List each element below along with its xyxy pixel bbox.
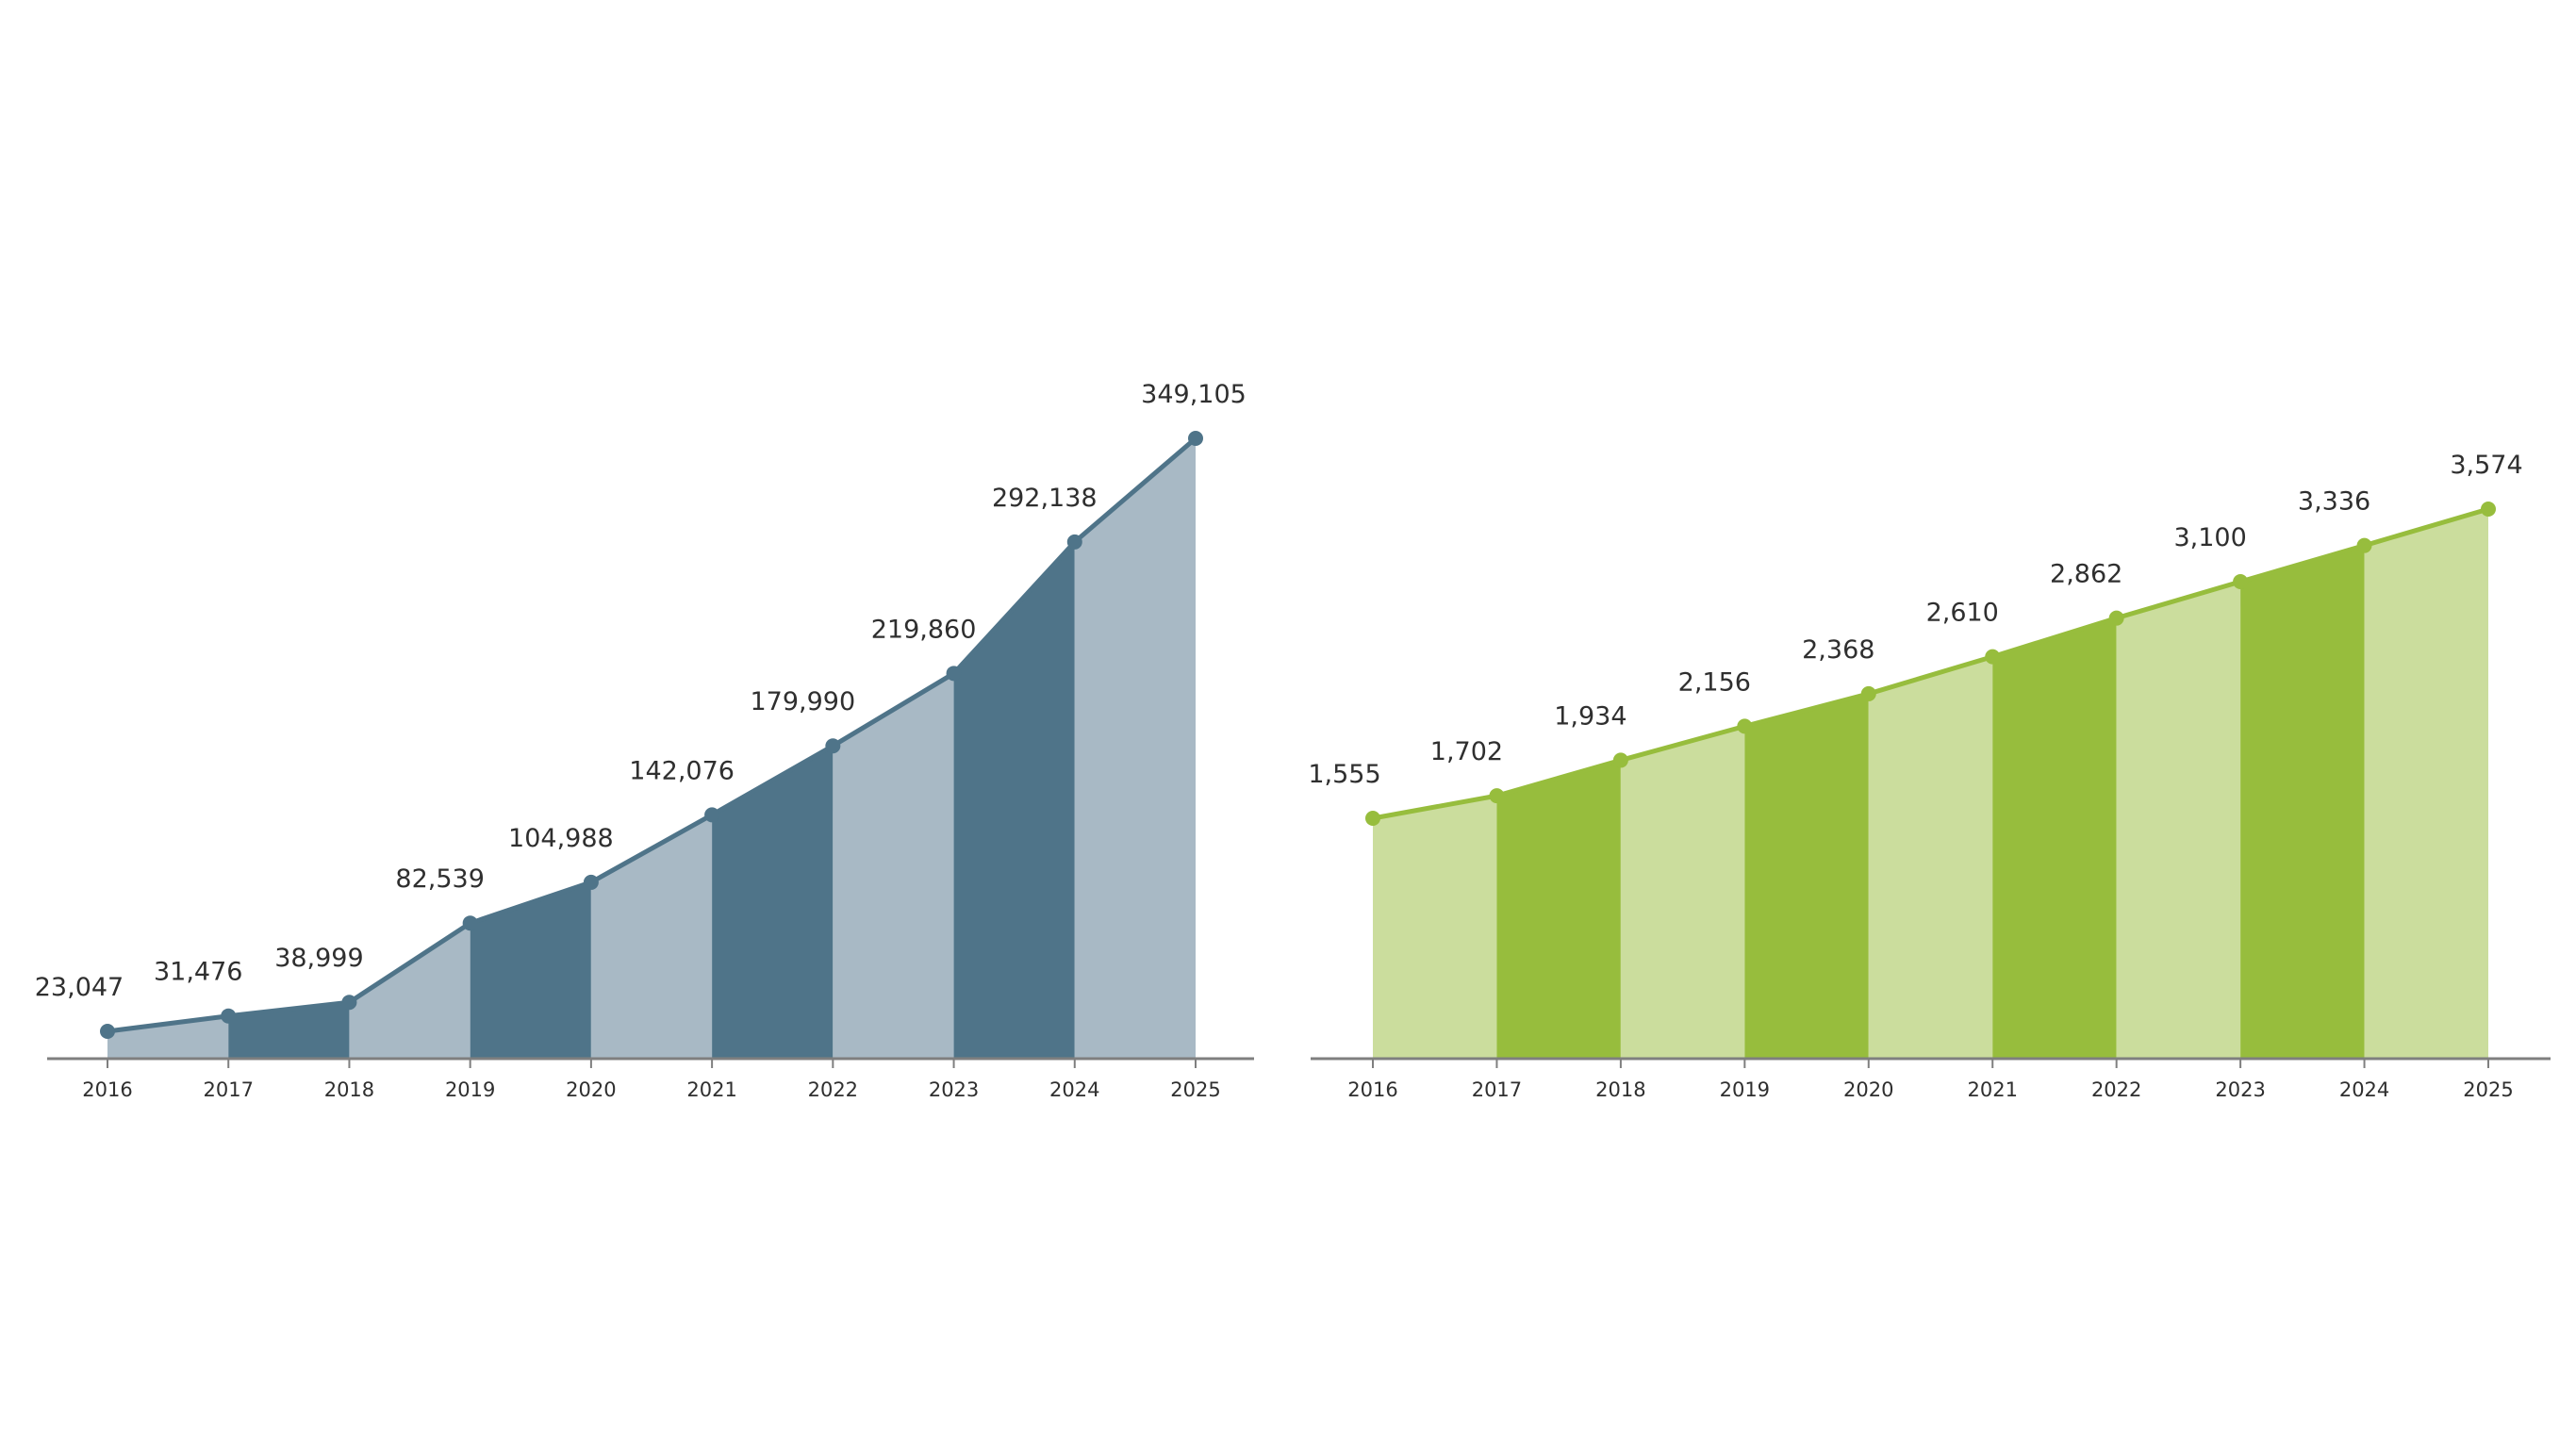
data-point-2023 [2233,574,2249,590]
x-tick-label-2018: 2018 [324,1078,374,1101]
x-tick-label-2025: 2025 [1170,1078,1220,1101]
data-label-2017: 31,476 [154,958,242,987]
chart-annual-area: 1,555 2016 1,702 2017 1,934 2018 2,156 2019 2,36… [1308,451,2551,1101]
x-tick-label-2020: 2020 [1843,1078,1893,1101]
data-point-2025 [2481,502,2496,517]
x-tick-label-2023: 2023 [929,1078,979,1101]
area-segment-2021-2022 [712,746,834,1059]
data-point-2024 [1066,534,1082,550]
data-label-2023: 3,100 [2173,523,2246,552]
data-point-2018 [341,995,357,1011]
data-point-2018 [1612,752,1628,768]
data-label-2021: 2,610 [1926,599,1999,628]
data-label-2016: 1,555 [1308,760,1380,789]
data-point-2023 [946,666,962,682]
area-segment-2018-2019 [349,923,471,1059]
data-label-2019: 82,539 [395,864,484,894]
data-label-2022: 179,990 [751,687,856,716]
area-segment-2022-2023 [2116,582,2241,1059]
x-tick-label-2023: 2023 [2215,1078,2265,1101]
x-tick-label-2022: 2022 [808,1078,858,1101]
x-tick-label-2018: 2018 [1595,1078,1645,1101]
x-tick-label-2021: 2021 [686,1078,736,1101]
x-tick-label-2025: 2025 [2463,1078,2513,1101]
data-label-2025: 3,574 [2450,451,2522,480]
data-label-2022: 2,862 [2050,560,2122,589]
area-segment-2017-2018 [1496,760,1621,1059]
data-point-2021 [704,807,720,823]
x-tick-label-2017: 2017 [1472,1078,1522,1101]
data-point-2017 [221,1008,237,1024]
data-point-2019 [462,915,478,931]
data-label-2018: 38,999 [274,944,363,973]
x-tick-label-2019: 2019 [445,1078,495,1101]
data-point-2021 [1985,649,2001,665]
x-tick-label-2016: 2016 [1347,1078,1397,1101]
area-segment-2021-2022 [1992,617,2117,1059]
data-label-2018: 1,934 [1554,701,1627,731]
x-tick-label-2024: 2024 [2339,1078,2389,1101]
data-label-2016: 23,047 [35,973,124,1002]
area-segment-2017-2018 [228,1002,350,1059]
area-segment-2024-2025 [2364,509,2488,1059]
x-tick-label-2020: 2020 [566,1078,616,1101]
data-point-2022 [825,738,841,754]
x-tick-label-2017: 2017 [203,1078,253,1101]
x-tick-label-2021: 2021 [1967,1078,2017,1101]
data-point-2024 [2356,537,2372,553]
area-segment-2018-2019 [1620,726,1745,1059]
x-tick-label-2022: 2022 [2091,1078,2141,1101]
data-label-2021: 142,076 [629,756,735,785]
area-segment-2023-2024 [953,541,1075,1059]
area-segment-2022-2023 [833,673,954,1059]
x-tick-label-2019: 2019 [1720,1078,1770,1101]
data-label-2020: 104,988 [508,824,614,853]
data-point-2017 [1489,788,1505,804]
data-label-2024: 292,138 [992,484,1098,513]
data-label-2020: 2,368 [1802,635,1874,665]
area-segment-2020-2021 [1868,656,1993,1059]
data-point-2016 [1365,811,1380,826]
data-label-2025: 349,105 [1141,380,1247,409]
data-label-2019: 2,156 [1678,667,1751,697]
data-point-2020 [1860,685,1876,701]
chart-total-area: 23,047 2016 31,476 2017 38,999 2018 82,539 2019… [35,380,1254,1101]
series-line [107,436,1197,1034]
data-point-2020 [583,874,599,890]
data-point-2022 [2108,610,2124,626]
data-label-2024: 3,336 [2298,487,2370,517]
data-point-2016 [100,1023,115,1039]
area-segment-2019-2020 [470,881,591,1059]
x-tick-label-2016: 2016 [82,1078,132,1101]
data-point-2025 [1188,431,1203,446]
series-line [1372,506,2489,821]
area-segment-2016-2017 [107,1015,229,1059]
data-label-2023: 219,860 [871,615,977,644]
area-segment-2023-2024 [2240,545,2365,1059]
data-label-2017: 1,702 [1430,737,1503,766]
data-point-2019 [1737,718,1753,734]
x-tick-label-2024: 2024 [1049,1078,1099,1101]
area-segment-2019-2020 [1744,693,1869,1059]
area-segment-2016-2017 [1373,796,1497,1059]
area-segment-2024-2025 [1074,438,1196,1059]
area-segment-2020-2021 [590,814,713,1059]
